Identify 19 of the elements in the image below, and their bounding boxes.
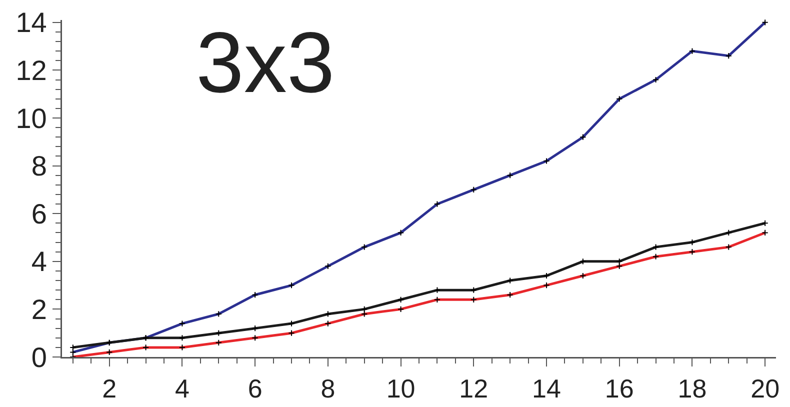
- x-tick-label: 12: [459, 374, 488, 404]
- x-tick-label: 18: [678, 374, 707, 404]
- y-tick-label: 4: [31, 246, 47, 278]
- y-tick-label: 12: [16, 54, 47, 86]
- y-tick-label: 8: [31, 150, 47, 182]
- x-tick-label: 4: [174, 374, 190, 404]
- chart-title: 3x3: [196, 15, 335, 112]
- x-tick-label: 14: [532, 374, 561, 404]
- x-tick-label: 6: [248, 374, 262, 404]
- x-tick-label: 8: [320, 374, 336, 404]
- y-tick-label: 0: [31, 342, 47, 373]
- x-tick-label: 20: [750, 374, 780, 404]
- x-tick-label: 16: [604, 374, 634, 404]
- x-tick-label: 10: [386, 374, 416, 404]
- y-tick-label: 6: [31, 198, 47, 230]
- x-tick-label: 2: [102, 374, 117, 404]
- y-tick-label: 14: [16, 7, 47, 38]
- y-tick-label: 10: [16, 102, 47, 134]
- y-tick-label: 2: [31, 294, 47, 325]
